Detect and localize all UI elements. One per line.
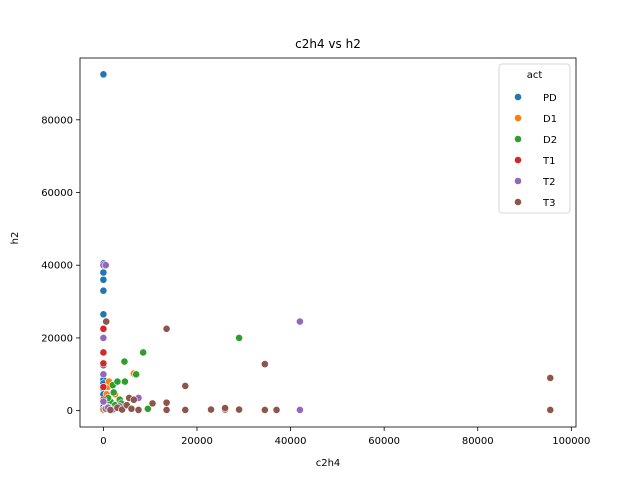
x-tick-label: 80000	[462, 436, 494, 447]
y-axis-label: h2	[10, 232, 21, 245]
data-point-t3	[181, 406, 190, 414]
data-point-t3	[260, 406, 269, 414]
data-point-t3	[162, 398, 171, 407]
data-point-pd	[99, 268, 108, 277]
data-point-t2	[99, 334, 108, 342]
data-point-t2	[296, 317, 304, 326]
x-axis-label: c2h4	[316, 458, 341, 469]
data-point-t3	[162, 324, 171, 333]
legend-label-d1: D1	[543, 114, 557, 125]
legend-label-d2: D2	[543, 135, 557, 146]
data-point-t3	[127, 404, 136, 413]
data-point-t3	[207, 405, 215, 414]
legend-marker-pd	[514, 93, 522, 101]
data-point-pd	[99, 310, 108, 319]
data-point-d2	[143, 404, 152, 413]
x-tick-label: 40000	[275, 436, 307, 447]
legend-marker-t3	[514, 198, 522, 206]
data-point-t1	[99, 348, 108, 357]
data-point-t1	[99, 359, 108, 368]
data-point-t3	[546, 406, 555, 414]
data-point-pd	[99, 275, 108, 284]
plot-area: 0 20000 40000 60000 80000 100000 0 20000 40000 60…	[41, 57, 590, 447]
x-tick-label: 20000	[181, 436, 213, 447]
data-point-d2	[121, 377, 129, 386]
x-tick-label: 60000	[368, 436, 400, 447]
plot-frame	[79, 57, 577, 428]
data-point-t1	[99, 324, 108, 333]
data-point-d2	[109, 388, 118, 397]
data-point-t3	[546, 374, 555, 382]
x-tick-label: 0	[100, 436, 106, 447]
data-point-t3	[272, 406, 281, 414]
data-point-t2	[296, 406, 304, 414]
legend-label-t1: T1	[542, 156, 555, 167]
data-points	[99, 70, 555, 414]
data-point-d2	[132, 370, 141, 379]
legend-box	[498, 63, 571, 214]
data-point-t3	[260, 360, 269, 369]
data-point-t2	[99, 370, 108, 379]
y-tick-label: 60000	[41, 188, 73, 199]
data-point-t3	[129, 395, 138, 404]
legend-label-t3: T3	[542, 198, 555, 209]
data-point-d2	[113, 377, 122, 386]
data-point-t3	[106, 406, 115, 414]
data-point-d2	[235, 334, 243, 342]
data-point-t2	[101, 261, 110, 270]
data-point-pd	[99, 70, 108, 79]
y-tick-label: 0	[67, 406, 73, 417]
data-point-t3	[181, 382, 190, 390]
legend-marker-d2	[514, 135, 522, 143]
data-point-t3	[134, 406, 143, 414]
legend-title: act	[527, 70, 543, 81]
legend-label-t2: T2	[542, 177, 555, 188]
data-point-t3	[162, 406, 171, 414]
chart-title: c2h4 vs h2	[295, 37, 361, 51]
legend-marker-t2	[514, 177, 522, 185]
data-point-pd	[99, 286, 108, 295]
legend-marker-t1	[514, 156, 522, 164]
data-point-t3	[235, 405, 243, 414]
legend-marker-d1	[514, 114, 522, 122]
x-tick-label: 100000	[552, 436, 590, 447]
data-point-d2	[139, 348, 148, 357]
data-point-d2	[120, 357, 129, 366]
data-point-t3	[221, 404, 229, 412]
y-tick-label: 80000	[41, 115, 73, 126]
data-point-t3	[148, 399, 157, 408]
data-point-t2	[99, 397, 108, 406]
y-tick-label: 20000	[41, 333, 73, 344]
legend-label-pd: PD	[543, 93, 557, 104]
legend: act PD D1 D2 T1 T2 T3	[498, 63, 571, 214]
data-point-t3	[102, 317, 111, 326]
data-point-t1	[99, 383, 108, 391]
y-tick-label: 40000	[41, 261, 73, 272]
